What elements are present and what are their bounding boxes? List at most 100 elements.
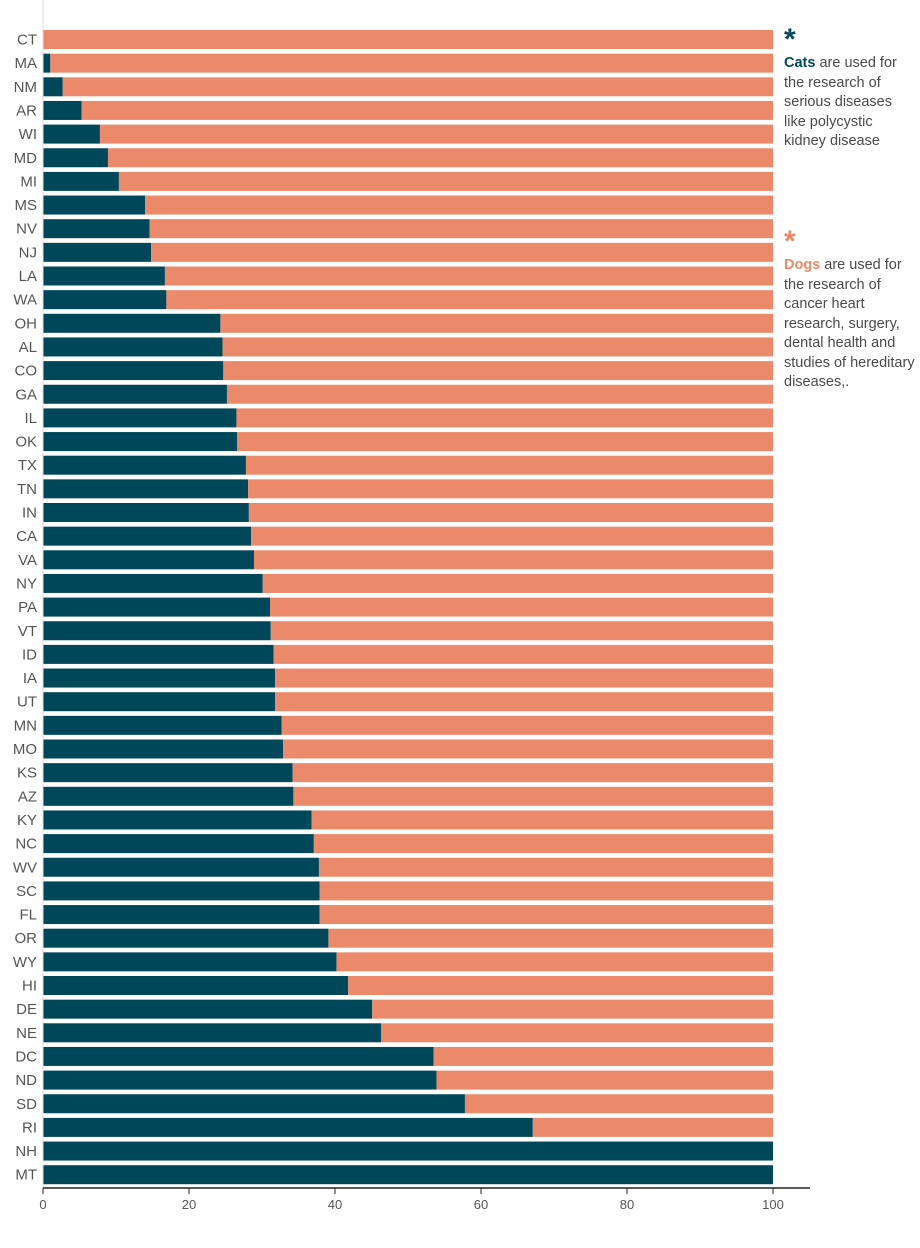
x-tick-label-60: 60 bbox=[474, 1197, 488, 1212]
bar-dogs-wy bbox=[336, 952, 773, 972]
category-label-tn: TN bbox=[17, 481, 37, 498]
category-label-ne: NE bbox=[16, 1025, 37, 1042]
bar-dogs-oh bbox=[220, 313, 773, 333]
category-label-nm: NM bbox=[14, 79, 37, 96]
category-label-fl: FL bbox=[19, 907, 37, 924]
dogs-keyword: Dogs bbox=[784, 257, 821, 273]
bar-cats-ia bbox=[43, 668, 276, 688]
bar-cats-ne bbox=[43, 1023, 381, 1043]
bar-cats-fl bbox=[43, 905, 320, 925]
category-label-tx: TX bbox=[18, 457, 37, 474]
category-label-sc: SC bbox=[16, 883, 37, 900]
bar-cats-wi bbox=[43, 124, 100, 144]
bar-cats-oh bbox=[43, 313, 221, 333]
dogs-annotation: * Dogs are used for the research of canc… bbox=[784, 225, 916, 393]
bar-dogs-nc bbox=[313, 834, 773, 854]
bar-dogs-tn bbox=[248, 479, 773, 499]
dogs-asterisk-icon: * bbox=[784, 225, 796, 258]
bar-cats-id bbox=[43, 644, 274, 664]
category-label-ma: MA bbox=[15, 55, 38, 72]
bar-dogs-mo bbox=[283, 739, 773, 759]
bar-cats-hi bbox=[43, 976, 349, 995]
cats-asterisk-icon: * bbox=[784, 23, 796, 56]
bar-cats-la bbox=[43, 266, 165, 286]
bar-dogs-nd bbox=[436, 1070, 773, 1090]
category-label-ky: KY bbox=[17, 812, 37, 829]
bar-dogs-fl bbox=[319, 905, 773, 925]
bar-cats-co bbox=[43, 361, 224, 381]
bar-dogs-hi bbox=[348, 976, 773, 995]
bar-dogs-wi bbox=[99, 124, 773, 144]
bar-cats-nh bbox=[43, 1141, 773, 1161]
x-tick-label-80: 80 bbox=[620, 1197, 634, 1212]
category-label-de: DE bbox=[16, 1001, 37, 1018]
bar-cats-de bbox=[43, 999, 373, 1019]
bar-cats-nd bbox=[43, 1070, 437, 1090]
category-label-nh: NH bbox=[15, 1143, 37, 1160]
bar-dogs-ar bbox=[81, 100, 773, 120]
category-labels: CT MA NM AR WI MD MI MS NV NJ LA WA OH AL CO GA IL OK TX TN… bbox=[13, 32, 37, 1184]
category-label-ct: CT bbox=[17, 32, 37, 49]
bar-cats-nc bbox=[43, 834, 314, 854]
category-label-wy: WY bbox=[13, 954, 37, 971]
bar-cats-al bbox=[43, 337, 223, 357]
category-label-vt: VT bbox=[18, 623, 37, 640]
category-label-ar: AR bbox=[16, 102, 37, 119]
category-label-or: OR bbox=[15, 930, 38, 947]
bar-cats-wv bbox=[43, 857, 319, 877]
bar-dogs-ne bbox=[380, 1023, 773, 1043]
cats-description: are used for the research of serious dis… bbox=[784, 55, 897, 149]
category-label-az: AZ bbox=[18, 788, 37, 805]
category-label-in: IN bbox=[22, 505, 37, 522]
category-label-ut: UT bbox=[17, 694, 37, 711]
category-label-id: ID bbox=[22, 646, 37, 663]
bar-dogs-ca bbox=[251, 526, 774, 546]
category-label-md: MD bbox=[14, 150, 37, 167]
category-label-nc: NC bbox=[15, 836, 37, 853]
bar-cats-nj bbox=[43, 242, 152, 262]
bar-dogs-ga bbox=[226, 384, 773, 404]
bar-dogs-ia bbox=[275, 668, 773, 688]
bar-cats-mt bbox=[43, 1165, 773, 1185]
bar-dogs-dc bbox=[433, 1046, 773, 1066]
category-label-ca: CA bbox=[16, 528, 37, 545]
bar-dogs-nv bbox=[149, 219, 773, 239]
category-label-mi: MI bbox=[20, 173, 37, 190]
cats-keyword: Cats bbox=[784, 55, 816, 71]
bar-dogs-ky bbox=[311, 810, 773, 830]
bar-dogs-ms bbox=[145, 195, 773, 215]
bars-group bbox=[43, 30, 774, 1185]
bar-cats-va bbox=[43, 550, 254, 570]
x-tick-label-20: 20 bbox=[182, 1197, 196, 1212]
category-label-nd: ND bbox=[15, 1072, 37, 1089]
category-label-al: AL bbox=[19, 339, 37, 356]
bar-cats-tx bbox=[43, 455, 246, 475]
category-label-nv: NV bbox=[16, 221, 37, 238]
x-tick-label-0: 0 bbox=[39, 1197, 46, 1212]
category-label-hi: HI bbox=[22, 978, 37, 995]
bar-cats-ga bbox=[43, 384, 227, 404]
x-tick-label-40: 40 bbox=[328, 1197, 342, 1212]
bar-cats-dc bbox=[43, 1046, 434, 1066]
bar-cats-sc bbox=[43, 881, 320, 901]
bar-cats-nm bbox=[43, 77, 63, 97]
bar-dogs-tx bbox=[245, 455, 773, 475]
bar-dogs-wv bbox=[318, 857, 773, 877]
bar-cats-tn bbox=[43, 479, 249, 499]
x-tick-label-100: 100 bbox=[762, 1197, 784, 1212]
category-label-ms: MS bbox=[15, 197, 38, 214]
bar-dogs-ri bbox=[532, 1117, 773, 1137]
category-label-co: CO bbox=[15, 363, 38, 380]
bar-cats-ok bbox=[43, 432, 238, 452]
bar-cats-ca bbox=[43, 526, 252, 546]
category-label-nj: NJ bbox=[19, 244, 37, 261]
category-label-ri: RI bbox=[22, 1119, 37, 1136]
bar-cats-sd bbox=[43, 1094, 465, 1114]
category-label-ga: GA bbox=[15, 386, 37, 403]
bar-cats-wa bbox=[43, 290, 167, 310]
category-label-wi: WI bbox=[19, 126, 37, 143]
category-label-va: VA bbox=[18, 552, 37, 569]
bar-dogs-ks bbox=[292, 763, 773, 783]
bar-dogs-ma bbox=[50, 53, 774, 73]
category-label-ok: OK bbox=[15, 434, 37, 451]
